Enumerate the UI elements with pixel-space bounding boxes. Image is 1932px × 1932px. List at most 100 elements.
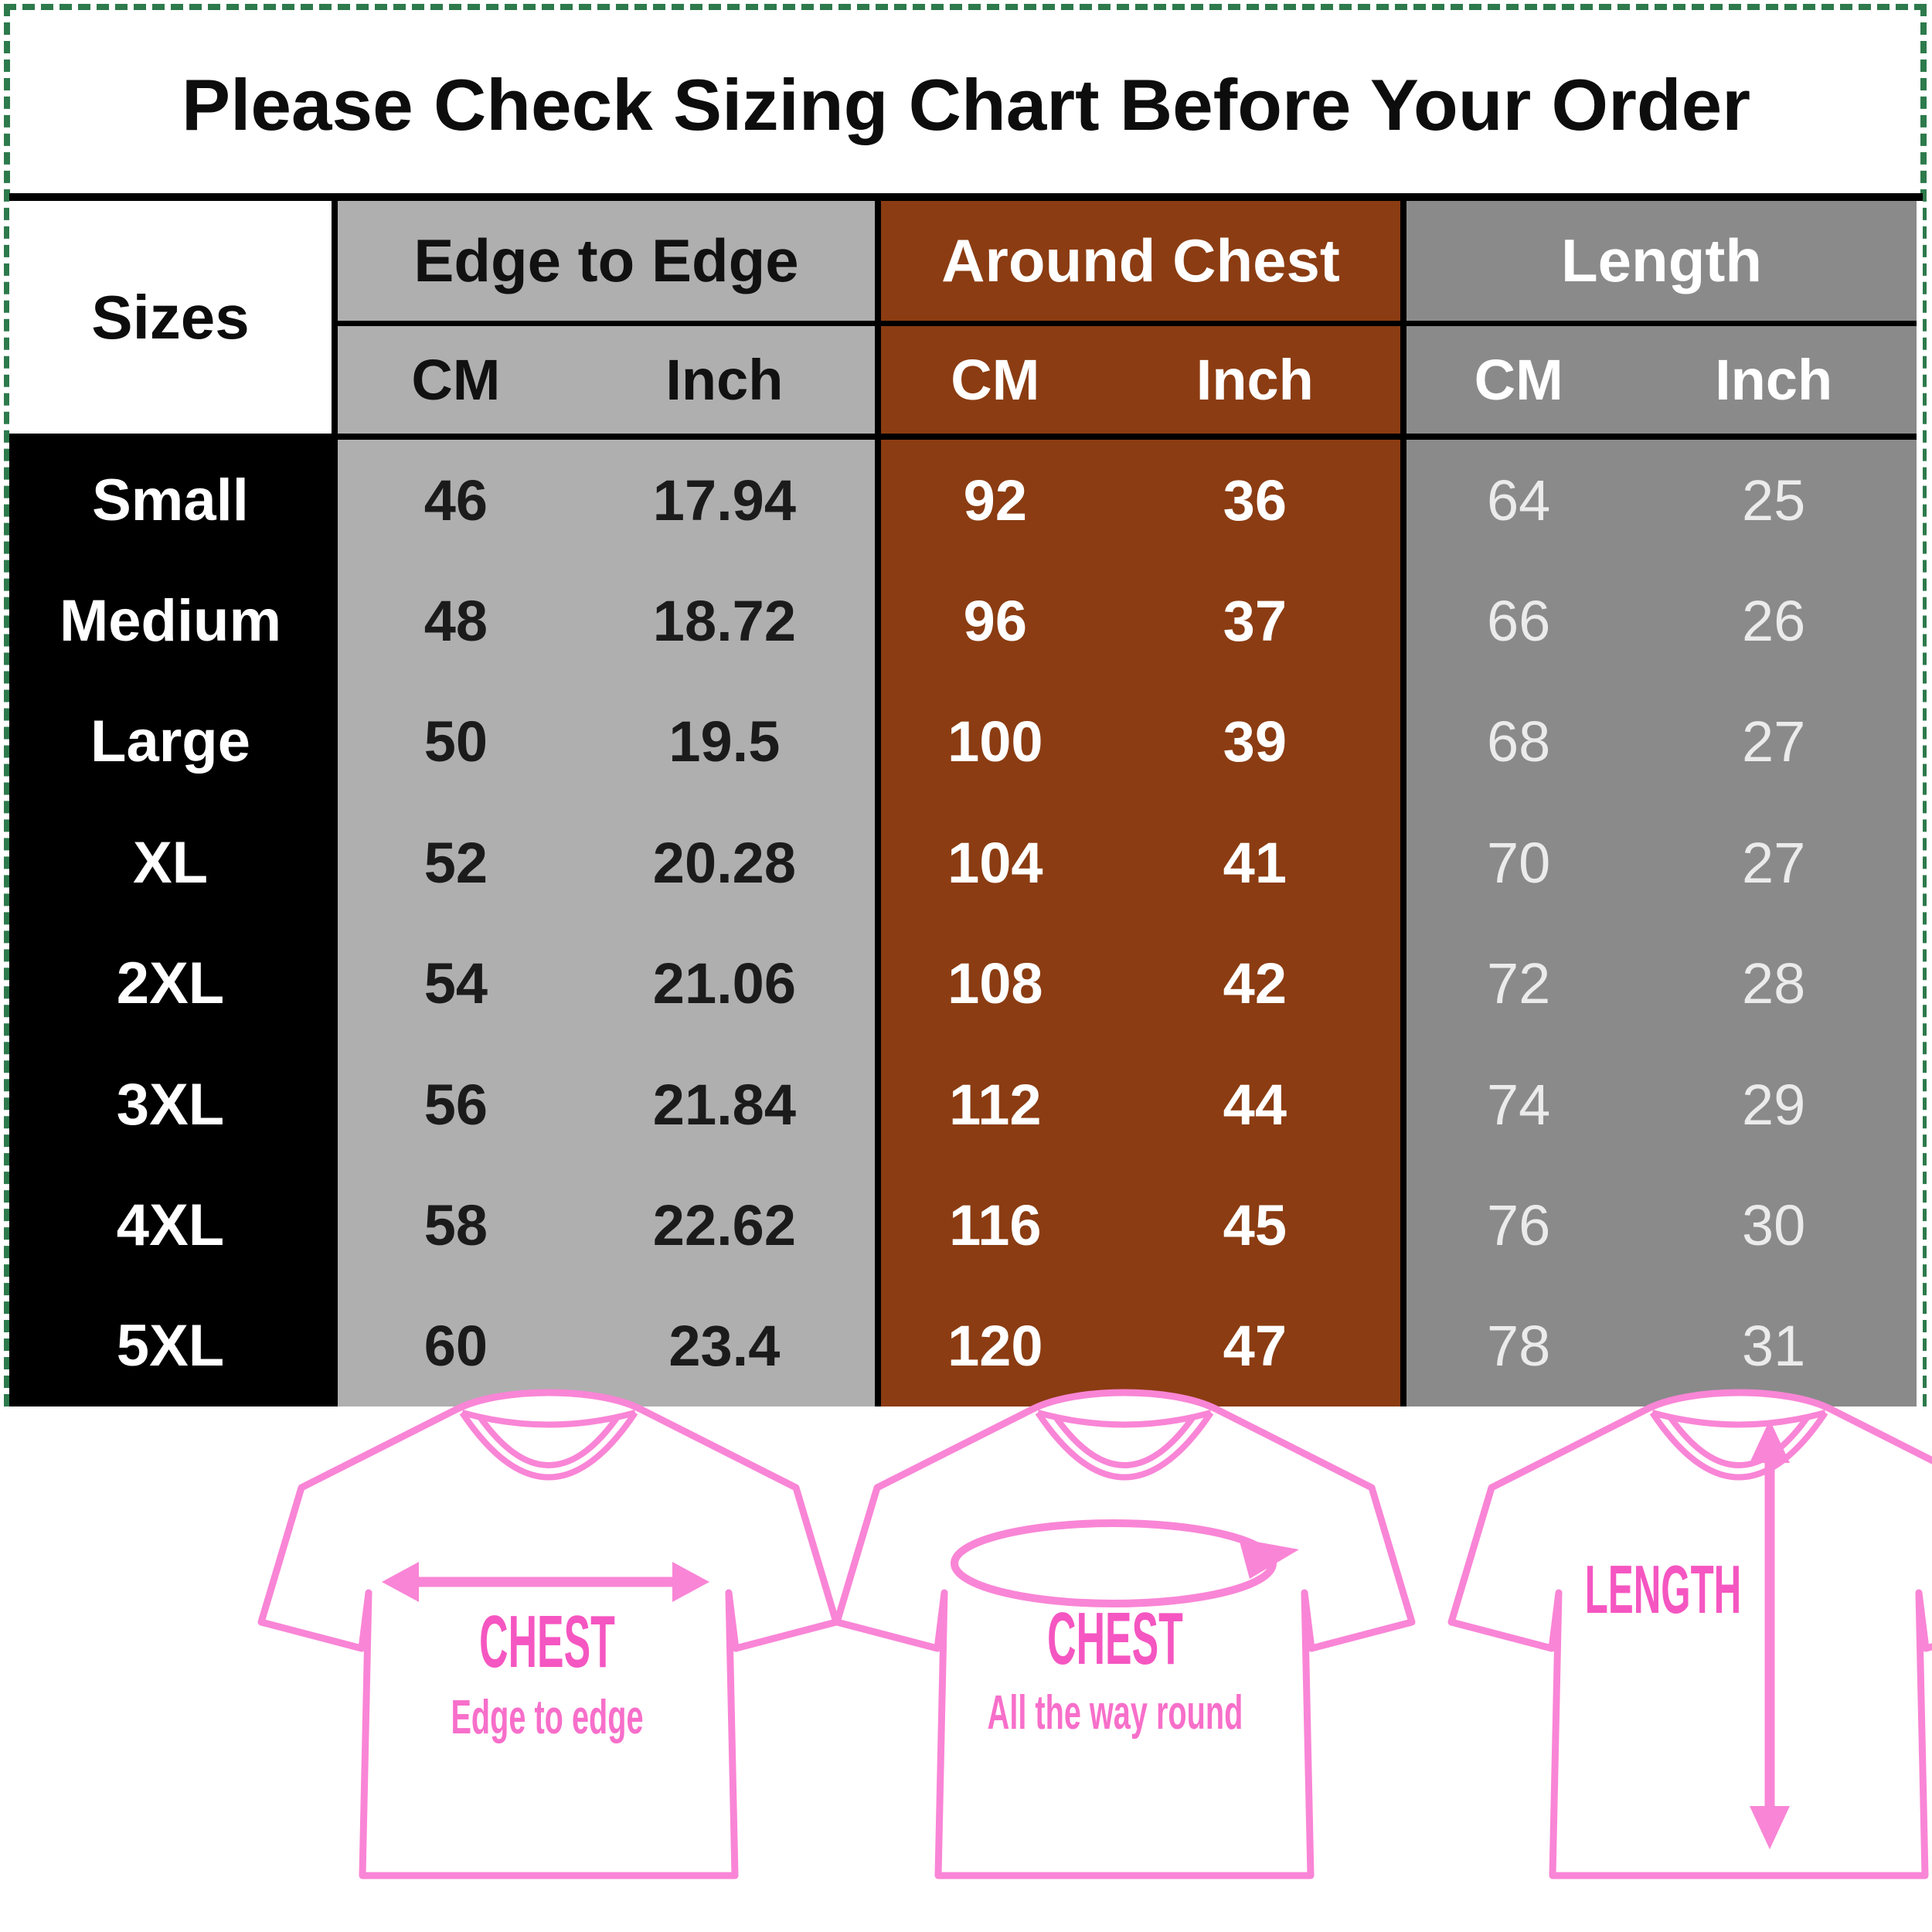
page-title: Please Check Sizing Chart Before Your Or… [182, 64, 1750, 145]
cm-value-cell: 58 [423, 1192, 488, 1257]
edge-to-edge-subheader: CM Inch [338, 326, 875, 440]
size-cell: 5XL [9, 1285, 332, 1406]
length-column: Length CM Inch 64 25 66 26 68 27 70 27 [1406, 201, 1917, 1406]
size-cell: Small [9, 440, 332, 561]
table-row: 112 44 [881, 1044, 1400, 1165]
cm-value-cell: 54 [423, 951, 488, 1016]
table-row: 72 28 [1406, 923, 1917, 1044]
inch-value-cell: 20.28 [652, 830, 796, 895]
length-arrow-icon [1750, 1420, 1790, 1849]
sizes-header-cell: Sizes [9, 201, 332, 440]
cm-value-cell: 76 [1487, 1192, 1551, 1257]
table-row: 116 45 [881, 1165, 1400, 1285]
tshirt-diagram-around-chest: CHEST All the way round [833, 1389, 1416, 1879]
cm-value-cell: 116 [949, 1192, 1042, 1257]
inch-value-cell: 31 [1742, 1314, 1806, 1379]
table-row: 104 41 [881, 802, 1400, 923]
inch-value-cell: 28 [1742, 951, 1806, 1016]
cm-value-cell: 104 [947, 830, 1043, 895]
collar-icon [1668, 1416, 1810, 1468]
size-cell: XL [9, 802, 332, 923]
sizes-column: Sizes Small Medium Large XL 2XL 3XL 4XL … [9, 201, 338, 1406]
cm-value-cell: 46 [423, 468, 488, 532]
chest-width-arrow-icon [382, 1562, 709, 1602]
inch-value-cell: 21.84 [652, 1072, 796, 1137]
cm-value-cell: 48 [423, 589, 488, 654]
sizing-table: Sizes Small Medium Large XL 2XL 3XL 4XL … [9, 193, 1923, 1406]
collar-icon [478, 1416, 620, 1468]
table-row: 78 31 [1406, 1286, 1917, 1406]
diagram-label: CHEST [1047, 1597, 1183, 1680]
diagram-sublabel: All the way round [988, 1686, 1243, 1740]
cm-value-cell: 120 [947, 1314, 1043, 1379]
cm-value-cell: 52 [423, 830, 488, 895]
inch-value-cell: 37 [1223, 589, 1287, 654]
table-row: 64 25 [1406, 440, 1917, 560]
inch-value-cell: 44 [1223, 1072, 1287, 1137]
cm-value-cell: 60 [423, 1314, 488, 1379]
table-row: 68 27 [1406, 682, 1917, 802]
cm-value-cell: 68 [1487, 709, 1551, 774]
length-header: Length [1406, 201, 1917, 326]
page-title-block: Please Check Sizing Chart Before Your Or… [182, 64, 1750, 145]
inch-header: Inch [1196, 348, 1314, 412]
table-row: 48 18.72 [338, 560, 875, 681]
cm-value-cell: 64 [1487, 468, 1551, 532]
tshirt-outline-icon [1447, 1389, 1932, 1879]
inch-value-cell: 29 [1742, 1072, 1806, 1137]
inch-value-cell: 30 [1742, 1192, 1806, 1257]
inch-value-cell: 45 [1223, 1192, 1287, 1257]
cm-value-cell: 112 [949, 1072, 1042, 1137]
table-row: 66 26 [1406, 560, 1917, 681]
table-row: 50 19.5 [338, 682, 875, 802]
table-row: 60 23.4 [338, 1286, 875, 1406]
cm-header: CM [411, 348, 501, 412]
inch-value-cell: 18.72 [652, 589, 796, 654]
inch-header: Inch [1715, 348, 1833, 412]
around-chest-column: Around Chest CM Inch 92 36 96 37 100 39 … [881, 201, 1406, 1406]
diagram-label: CHEST [479, 1600, 615, 1683]
size-cell: 4XL [9, 1165, 332, 1286]
cm-header: CM [951, 348, 1040, 412]
table-row: 56 21.84 [338, 1044, 875, 1165]
table-row: 120 47 [881, 1286, 1400, 1406]
inch-value-cell: 21.06 [652, 951, 796, 1016]
around-chest-header: Around Chest [881, 201, 1400, 326]
tshirt-diagram-length: LENGTH [1447, 1389, 1932, 1879]
collar-icon [1053, 1416, 1196, 1468]
cm-value-cell: 56 [423, 1072, 488, 1137]
tshirt-diagram-edge-to-edge: CHEST Edge to edge [257, 1389, 840, 1879]
cm-value-cell: 100 [947, 709, 1043, 774]
table-row: 108 42 [881, 923, 1400, 1044]
inch-value-cell: 17.94 [652, 468, 796, 532]
collar-icon [459, 1410, 638, 1481]
cm-header: CM [1474, 348, 1563, 412]
collar-icon [1649, 1410, 1828, 1481]
size-cell: 3XL [9, 1043, 332, 1165]
table-row: 52 20.28 [338, 802, 875, 923]
tshirt-outline-icon [833, 1389, 1416, 1879]
inch-value-cell: 47 [1223, 1314, 1287, 1379]
inch-value-cell: 26 [1742, 589, 1806, 654]
cm-value-cell: 96 [963, 589, 1027, 654]
table-row: 54 21.06 [338, 923, 875, 1044]
table-row: 92 36 [881, 440, 1400, 560]
inch-value-cell: 23.4 [668, 1314, 781, 1379]
inch-value-cell: 36 [1223, 468, 1287, 532]
size-cell: Medium [9, 560, 332, 682]
inch-header: Inch [665, 348, 784, 412]
table-row: 76 30 [1406, 1165, 1917, 1285]
inch-value-cell: 27 [1742, 830, 1806, 895]
inch-value-cell: 39 [1223, 709, 1287, 774]
cm-value-cell: 50 [423, 709, 488, 774]
collar-icon [1035, 1410, 1214, 1481]
cm-value-cell: 70 [1487, 830, 1551, 895]
length-subheader: CM Inch [1406, 326, 1917, 440]
edge-to-edge-column: Edge to Edge CM Inch 46 17.94 48 18.72 5… [338, 201, 881, 1406]
cm-value-cell: 72 [1487, 951, 1551, 1016]
edge-to-edge-header: Edge to Edge [338, 201, 875, 326]
table-row: 96 37 [881, 560, 1400, 681]
table-row: 70 27 [1406, 802, 1917, 923]
around-chest-subheader: CM Inch [881, 326, 1400, 440]
